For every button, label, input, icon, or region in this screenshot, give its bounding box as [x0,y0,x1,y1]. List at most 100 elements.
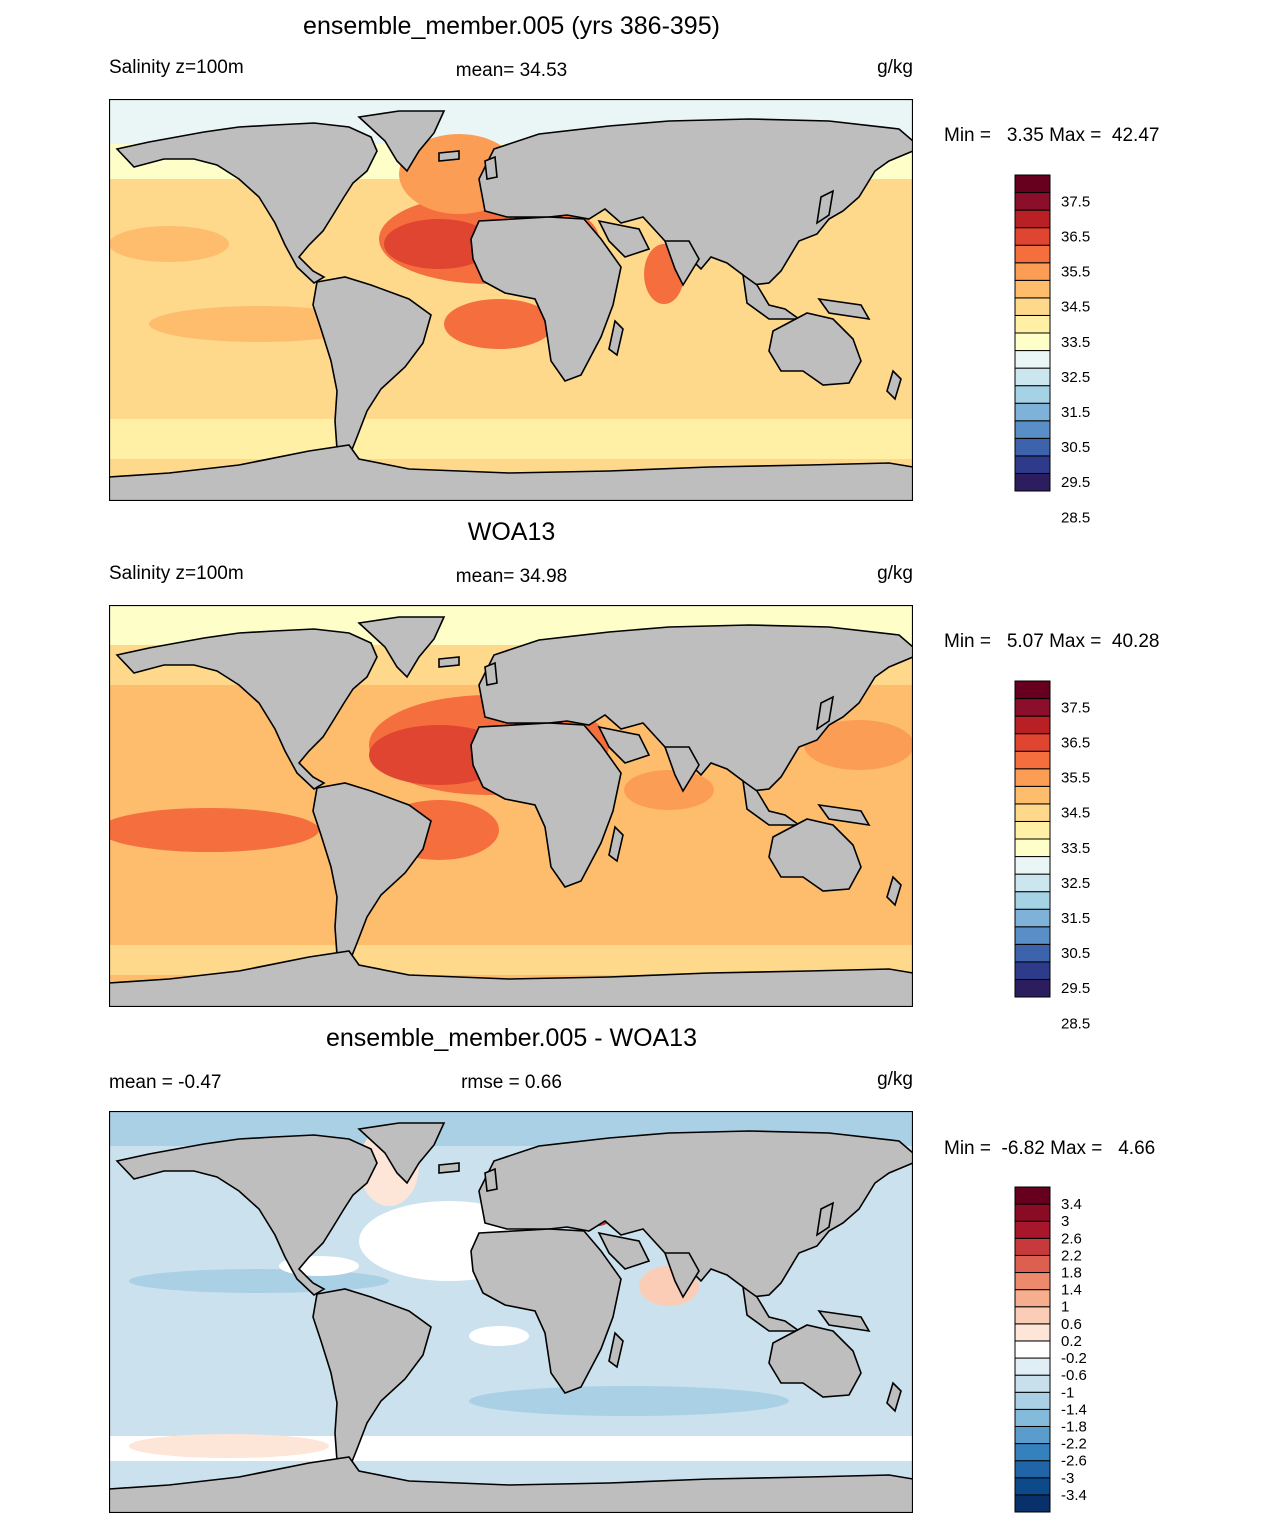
colorbar-tick-label: 33.5 [1061,334,1090,351]
colorbar-swatch [1014,1494,1051,1513]
variable-label: Salinity z=100m [109,563,244,584]
colorbar-swatch [1014,420,1051,439]
colorbar-swatch [1014,1340,1051,1359]
colorbar-swatch [1014,768,1051,787]
colorbar-svg: 37.5 36.5 35.5 34.5 33.5 32.5 31.5 30.5 29.5 28.5 [1014,680,1090,1032]
colorbar-swatch [1014,1460,1051,1479]
colorbar: 37.5 36.5 35.5 34.5 33.5 32.5 31.5 30.5 29.5 28.5 [1014,680,1174,1032]
colorbar-tick-label: 31.5 [1061,404,1090,421]
mean-label: mean= 34.98 [455,566,568,587]
colorbar-tick-label: 30.5 [1061,439,1090,456]
colorbar-swatch [1014,961,1051,980]
colorbar-swatch [1014,943,1051,963]
colorbar-swatch [1014,785,1051,805]
colorbar-swatch [1014,1477,1051,1496]
colorbar-swatch [1014,1408,1051,1427]
colorbar-tick-label: 35.5 [1061,264,1090,281]
variable-label: Salinity z=100m [109,57,244,78]
colorbar: 37.5 36.5 35.5 34.5 33.5 32.5 31.5 30.5 29.5 28.5 [1014,174,1174,526]
colorbar-swatch [1014,244,1051,264]
colorbar-swatch [1014,1220,1051,1239]
colorbar-tick-label: 29.5 [1061,980,1090,997]
colorbar-tick-label: 37.5 [1061,699,1090,716]
colorbar-swatch [1014,698,1051,717]
colorbar-tick-label: -3.4 [1061,1487,1087,1504]
colorbar-swatch [1014,402,1051,422]
colorbar-swatch [1014,1306,1051,1325]
colorbar-tick-label: 32.5 [1061,369,1090,386]
colorbar-swatch [1014,733,1051,752]
colorbar-swatch [1014,314,1051,334]
mean-label: mean= 34.53 [455,60,568,81]
colorbar-tick-label: 2.2 [1061,1247,1082,1264]
colorbar-swatch [1014,209,1051,229]
colorbar-tick-label: -1.4 [1061,1401,1087,1418]
colorbar-tick-label: 30.5 [1061,945,1090,962]
colorbar-tick-label: 35.5 [1061,770,1090,787]
colorbar-swatch [1014,803,1051,822]
colorbar-swatch [1014,472,1051,492]
colorbar-tick-label: -3 [1061,1470,1074,1487]
colorbar-swatch [1014,279,1051,299]
colorbar-tick-label: -2.2 [1061,1436,1087,1453]
colorbar-tick-label: 31.5 [1061,910,1090,927]
colorbar-swatch [1014,385,1051,404]
colorbar-swatch [1014,680,1051,700]
panel-title: ensemble_member.005 (yrs 386-395) [303,12,720,40]
rmse-label: rmse = 0.66 [461,1072,562,1093]
colorbar-swatch [1014,1374,1051,1393]
colorbar-swatch [1014,750,1051,770]
colorbar-tick-label: 3 [1061,1213,1069,1230]
colorbar-swatch [1014,455,1051,474]
colorbar-swatch [1014,1254,1051,1274]
salinity-map [109,99,913,501]
mean-label: mean = -0.47 [109,1072,222,1093]
colorbar-tick-label: 32.5 [1061,875,1090,892]
colorbar-tick-label: 1 [1061,1299,1069,1316]
min-max-label: Min = -6.82 Max = 4.66 [944,1138,1156,1159]
colorbar-tick-label: 36.5 [1061,734,1090,751]
colorbar-swatch [1014,715,1051,735]
colorbar-swatch [1014,873,1051,893]
colorbar-swatch [1014,1203,1051,1222]
colorbar-swatch [1014,1323,1051,1342]
colorbar-tick-label: 36.5 [1061,228,1090,245]
colorbar-tick-label: 37.5 [1061,193,1090,210]
colorbar-swatch [1014,926,1051,945]
colorbar-tick-label: 34.5 [1061,805,1090,822]
colorbar-swatch [1014,437,1051,457]
colorbar-swatch [1014,1186,1051,1205]
colorbar-swatch [1014,262,1051,281]
colorbar-tick-label: 1.4 [1061,1282,1082,1299]
colorbar-tick-label: 29.5 [1061,474,1090,491]
colorbar-svg: 37.5 36.5 35.5 34.5 33.5 32.5 31.5 30.5 29.5 28.5 [1014,174,1090,526]
colorbar-tick-label: 28.5 [1061,509,1090,526]
colorbar-swatch [1014,1357,1051,1376]
colorbar-tick-label: 3.4 [1061,1196,1082,1213]
colorbar-swatch [1014,227,1051,246]
colorbar-swatch [1014,908,1051,928]
colorbar-swatch [1014,174,1051,194]
colorbar-swatch [1014,1391,1051,1410]
colorbar-tick-label: 2.6 [1061,1230,1082,1247]
difference-map [109,1111,913,1513]
panel-title: WOA13 [467,518,556,546]
units-label: g/kg [877,1069,913,1090]
colorbar-swatch [1014,350,1051,369]
colorbar-tick-label: -1.8 [1061,1418,1087,1435]
panel-title: ensemble_member.005 - WOA13 [325,1024,697,1052]
colorbar-swatch [1014,1237,1051,1256]
colorbar-tick-label: 28.5 [1061,1015,1090,1032]
colorbar-tick-label: -0.2 [1061,1350,1087,1367]
colorbar-swatch [1014,367,1051,387]
colorbar-swatch [1014,1289,1051,1308]
colorbar-swatch [1014,856,1051,875]
colorbar-tick-label: 0.6 [1061,1316,1082,1333]
colorbar: 3.4 3 2.6 2.2 1.8 1.4 1 0.6 0.2 -0.2 -0.6 -1 -1.4 -1.… [1014,1186,1174,1517]
salinity-map [109,605,913,1007]
units-label: g/kg [877,57,913,78]
colorbar-swatch [1014,820,1051,840]
colorbar-swatch [1014,891,1051,910]
colorbar-swatch [1014,1272,1051,1291]
colorbar-tick-label: 0.2 [1061,1333,1082,1350]
